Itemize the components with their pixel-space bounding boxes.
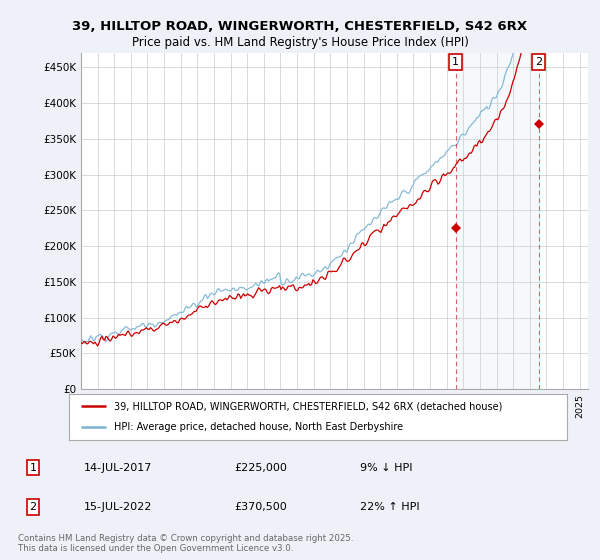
- Text: HPI: Average price, detached house, North East Derbyshire: HPI: Average price, detached house, Nort…: [114, 422, 403, 432]
- Text: 2: 2: [29, 502, 37, 512]
- Text: 39, HILLTOP ROAD, WINGERWORTH, CHESTERFIELD, S42 6RX: 39, HILLTOP ROAD, WINGERWORTH, CHESTERFI…: [73, 20, 527, 32]
- Text: 39, HILLTOP ROAD, WINGERWORTH, CHESTERFIELD, S42 6RX (detached house): 39, HILLTOP ROAD, WINGERWORTH, CHESTERFI…: [114, 401, 502, 411]
- Text: 1: 1: [452, 57, 459, 67]
- Bar: [455, 53, 539, 389]
- Text: 22% ↑ HPI: 22% ↑ HPI: [360, 502, 419, 512]
- Text: 1: 1: [29, 463, 37, 473]
- Text: 2: 2: [535, 57, 542, 67]
- Text: Price paid vs. HM Land Registry's House Price Index (HPI): Price paid vs. HM Land Registry's House …: [131, 36, 469, 49]
- Text: 9% ↓ HPI: 9% ↓ HPI: [360, 463, 413, 473]
- Text: Contains HM Land Registry data © Crown copyright and database right 2025.
This d: Contains HM Land Registry data © Crown c…: [18, 534, 353, 553]
- Text: £225,000: £225,000: [234, 463, 287, 473]
- Text: 14-JUL-2017: 14-JUL-2017: [84, 463, 152, 473]
- Text: 15-JUL-2022: 15-JUL-2022: [84, 502, 152, 512]
- Text: £370,500: £370,500: [234, 502, 287, 512]
